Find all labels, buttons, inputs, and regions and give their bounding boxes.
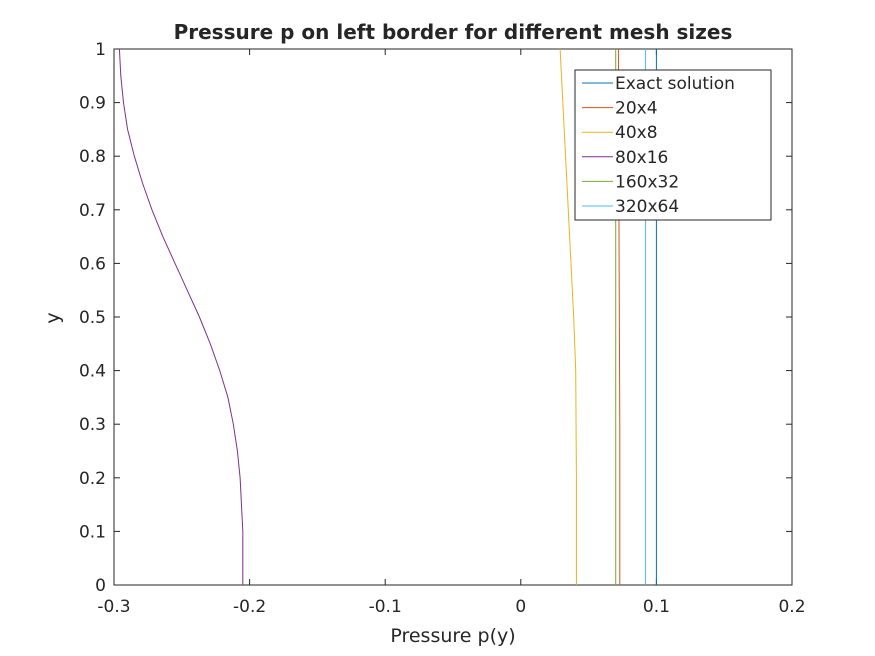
y-tick-label: 0.5: [79, 308, 106, 328]
series-line-80x16: [118, 48, 244, 585]
x-tick-label: -0.2: [233, 597, 266, 617]
y-axis-label: y: [42, 312, 64, 323]
chart-title: Pressure p on left border for different …: [174, 20, 733, 44]
legend-box: [574, 69, 772, 221]
y-tick-label: 0.9: [79, 94, 106, 114]
x-tick-label: -0.3: [97, 597, 130, 617]
y-tick-label: 1: [95, 40, 106, 60]
legend-label: 80x16: [615, 148, 668, 168]
legend-label: Exact solution: [615, 74, 735, 94]
y-tick-label: 0.4: [79, 362, 106, 382]
legend-label: 40x8: [615, 123, 658, 143]
y-tick-label: 0: [95, 576, 106, 596]
y-tick-label: 0.6: [79, 254, 106, 274]
x-tick-label: 0: [515, 597, 526, 617]
y-tick-label: 0.3: [79, 415, 106, 435]
y-tick-label: 0.1: [79, 522, 106, 542]
x-tick-label: 0.2: [778, 597, 805, 617]
legend-label: 320x64: [615, 197, 679, 217]
y-tick-label: 0.2: [79, 469, 106, 489]
y-tick-label: 0.8: [79, 147, 106, 167]
x-tick-label: 0.1: [643, 597, 670, 617]
y-tick-label: 0.7: [79, 201, 106, 221]
x-tick-label: -0.1: [369, 597, 402, 617]
x-axis-label: Pressure p(y): [390, 625, 515, 647]
series-line-40x8: [559, 48, 577, 585]
legend-label: 20x4: [615, 99, 658, 119]
legend-label: 160x32: [615, 172, 679, 192]
legend: Exact solution 20x4 40x8 80x16 160x32 320x64: [574, 69, 772, 221]
